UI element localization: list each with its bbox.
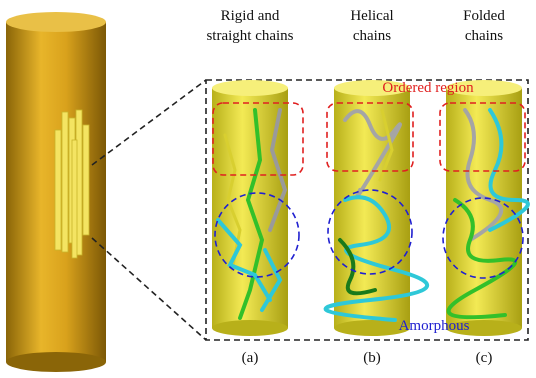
panel-title: straight chains — [206, 28, 293, 44]
panel-title: chains — [465, 28, 503, 44]
panel-label: (c) — [476, 350, 493, 366]
ordered-label: Ordered region — [382, 80, 474, 96]
panel-title: Folded — [463, 8, 505, 24]
amorphous-label: Amorphous — [399, 318, 470, 334]
panel-label: (a) — [242, 350, 259, 366]
big-cylinder — [6, 12, 106, 372]
panel-title: chains — [353, 28, 391, 44]
panel-label: (b) — [363, 350, 381, 366]
figure: Rigid and straight chains Helical chains… — [0, 0, 536, 378]
panel-title: Rigid and — [221, 8, 280, 24]
panel-title: Helical — [350, 8, 393, 24]
